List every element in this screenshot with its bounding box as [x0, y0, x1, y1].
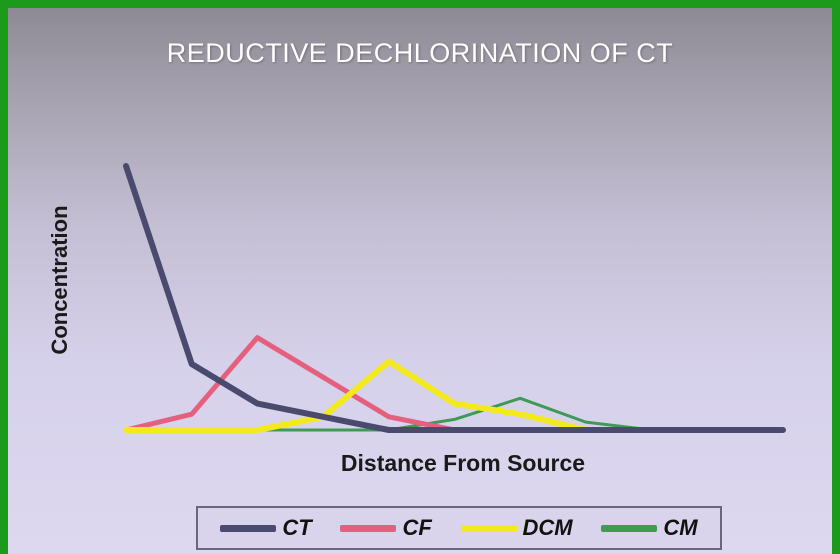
plot-area: [123, 163, 786, 433]
x-axis-label: Distance From Source: [340, 450, 586, 476]
legend-item-ct: CT: [220, 515, 312, 541]
legend-label-ct: CT: [282, 515, 312, 540]
legend-label-cf: CF: [402, 515, 432, 540]
legend-label-dcm: DCM: [522, 515, 573, 540]
legend-label-cm: CM: [663, 515, 698, 540]
legend-item-cm: CM: [601, 515, 698, 541]
legend-swatch-ct: [220, 524, 277, 532]
series-line-ct: [123, 163, 786, 433]
chart-legend: CT CF DCM CM: [196, 506, 722, 550]
legend-swatch-dcm: [460, 524, 517, 532]
chart-title: REDUCTIVE DECHLORINATION OF CT: [166, 38, 674, 68]
legend-swatch-cf: [340, 524, 397, 532]
legend-swatch-cm: [601, 524, 658, 532]
chart-frame: REDUCTIVE DECHLORINATION OF CT Concentra…: [8, 8, 832, 554]
legend-item-dcm: DCM: [460, 515, 573, 541]
legend-item-cf: CF: [340, 515, 432, 541]
